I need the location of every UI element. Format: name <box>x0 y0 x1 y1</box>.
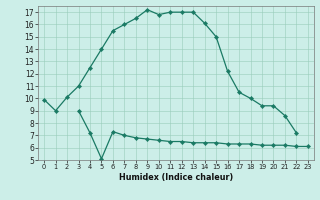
X-axis label: Humidex (Indice chaleur): Humidex (Indice chaleur) <box>119 173 233 182</box>
